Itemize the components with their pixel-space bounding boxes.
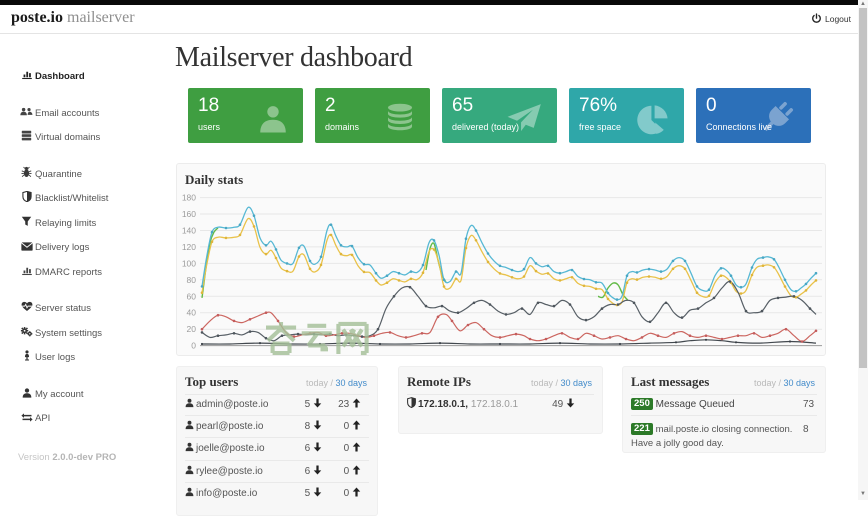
svg-text:140: 140 bbox=[182, 226, 196, 236]
svg-text:160: 160 bbox=[182, 209, 196, 219]
svg-text:80: 80 bbox=[187, 275, 197, 285]
svg-text:40: 40 bbox=[187, 308, 197, 318]
svg-text:60: 60 bbox=[187, 291, 197, 301]
svg-text:20: 20 bbox=[187, 324, 197, 334]
svg-text:0: 0 bbox=[191, 341, 196, 351]
svg-text:120: 120 bbox=[182, 242, 196, 252]
svg-text:180: 180 bbox=[182, 193, 196, 203]
svg-text:100: 100 bbox=[182, 258, 196, 268]
